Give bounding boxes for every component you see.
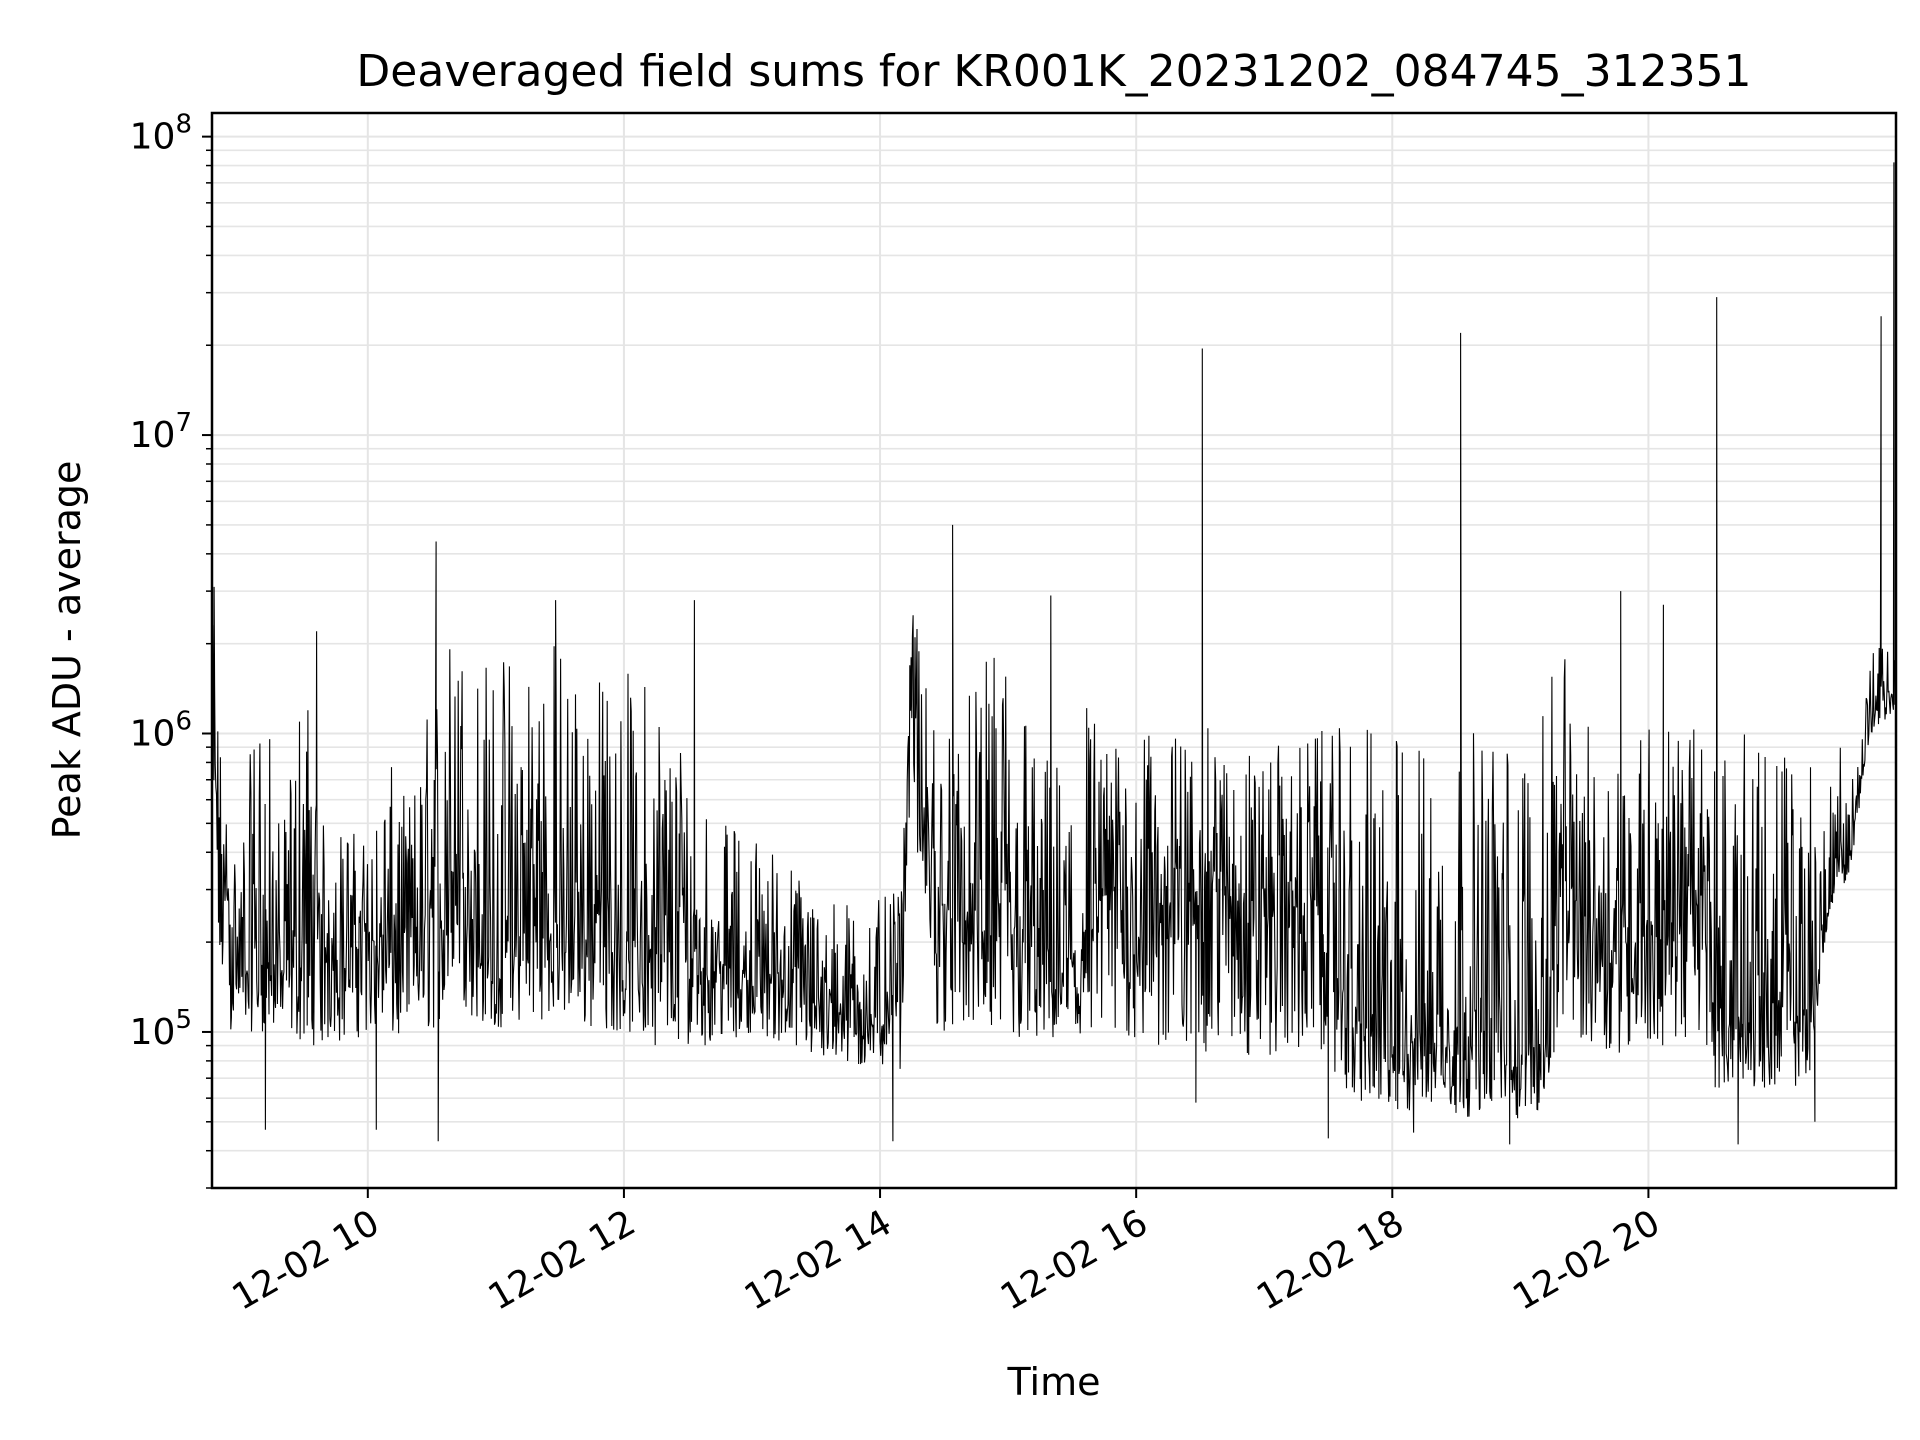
plot-frame (210, 111, 1898, 1190)
y-axis-label: Peak ADU - average (45, 461, 89, 840)
plot-area (212, 162, 1896, 1145)
y-tick-label: 105 (130, 1005, 192, 1053)
x-axis-label: Time (1007, 1360, 1101, 1404)
y-tick-label: 107 (130, 408, 192, 456)
series-line (212, 162, 1896, 1145)
y-tick-label: 108 (130, 110, 192, 158)
chart-title: Deaveraged field sums for KR001K_2023120… (356, 46, 1751, 97)
y-tick-label: 106 (130, 707, 192, 755)
